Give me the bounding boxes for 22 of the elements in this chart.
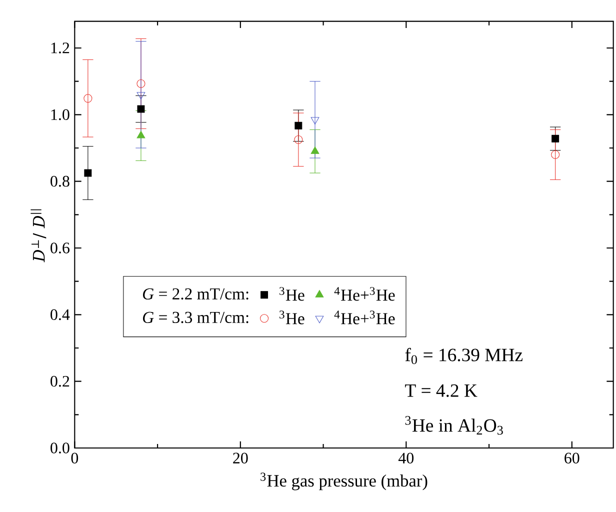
y-tick-label: 0.8 <box>50 176 70 187</box>
annotation: G = 2.2 mT/cm: <box>143 288 248 300</box>
y-tick-label: 0.4 <box>50 309 70 320</box>
legend-label: $^{4}$He+$^{3}$He <box>334 310 395 324</box>
annotation: $^{3}$He in Al$_{2}$O$_{3}$ <box>405 416 503 435</box>
x-tick-label: 20 <box>233 452 248 464</box>
x-tick-label: 0 <box>71 452 78 464</box>
x-axis-title: $^{3}$He gas pressure (mbar) <box>260 472 428 490</box>
legend-label: $^{3}$He <box>280 310 304 324</box>
y-tick-label: 1.2 <box>51 42 70 54</box>
y-tick-label: 0.2 <box>50 376 70 387</box>
annotation: T = 4.2 K <box>405 384 478 397</box>
legend-label: $^{3}$He <box>280 287 304 301</box>
x-tick-label: 40 <box>398 452 414 464</box>
annotation: f$_{0}$ = 16.39 MHz <box>405 348 523 364</box>
y-tick-label: 1.0 <box>51 109 70 120</box>
x-tick-label: 60 <box>564 452 580 464</box>
annotation: G = 3.3 mT/cm: <box>143 312 248 324</box>
y-tick-label: 0.0 <box>50 442 70 454</box>
y-tick-label: 0.6 <box>50 242 70 254</box>
legend-label: $^{4}$He+$^{3}$He <box>334 287 395 301</box>
y-axis-title: D$^{⊥}$/ D$^{||}$ <box>30 209 46 262</box>
